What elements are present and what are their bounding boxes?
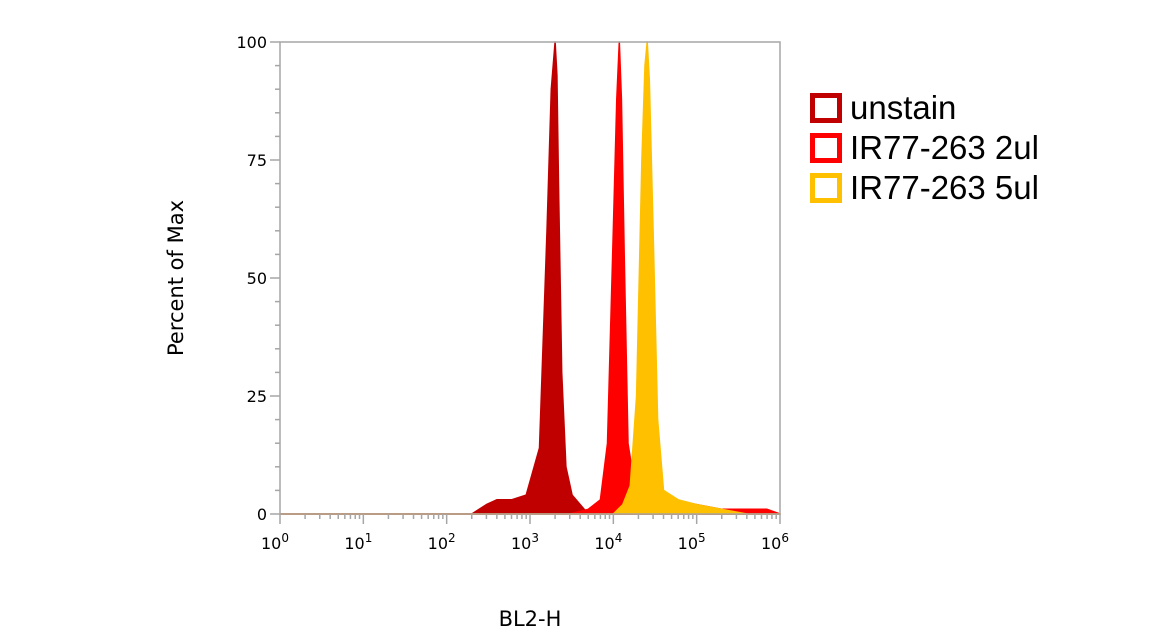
legend-label-ir77-263-2ul: IR77-263 2ul [850,129,1039,166]
x-tick-label: 105 [678,531,706,553]
y-tick-label: 75 [247,151,267,170]
plot-frame [279,41,781,515]
x-tick-label: 106 [761,531,789,553]
histogram-series-1 [279,41,781,515]
x-tick-label: 102 [428,531,456,553]
x-tick-label: 103 [511,531,539,553]
legend-swatch-ir77-263-5ul [810,173,842,203]
x-axis-label: BL2-H [499,607,562,631]
legend-label-unstain: unstain [850,89,957,126]
legend-label-ir77-263-5ul: IR77-263 5ul [850,169,1039,206]
histogram-series-2 [279,41,781,515]
legend-item-ir77-263-2ul: IR77-263 2ul [810,128,1039,168]
y-tick-label: 0 [257,505,267,524]
legend-swatch-unstain [810,93,842,123]
legend-swatch-ir77-263-2ul [810,133,842,163]
y-tick-label: 25 [247,387,267,406]
x-tick-label: 100 [261,531,289,553]
y-axis-label: Percent of Max [164,200,188,356]
y-tick-label: 50 [247,269,267,288]
legend-item-unstain: unstain [810,88,1039,128]
x-tick-label: 101 [344,531,372,553]
x-tick-label: 104 [594,531,622,553]
legend: unstain IR77-263 2ul IR77-263 5ul [810,88,1039,208]
histogram-series-0 [279,41,781,515]
y-tick-label: 100 [236,33,267,52]
legend-item-ir77-263-5ul: IR77-263 5ul [810,168,1039,208]
